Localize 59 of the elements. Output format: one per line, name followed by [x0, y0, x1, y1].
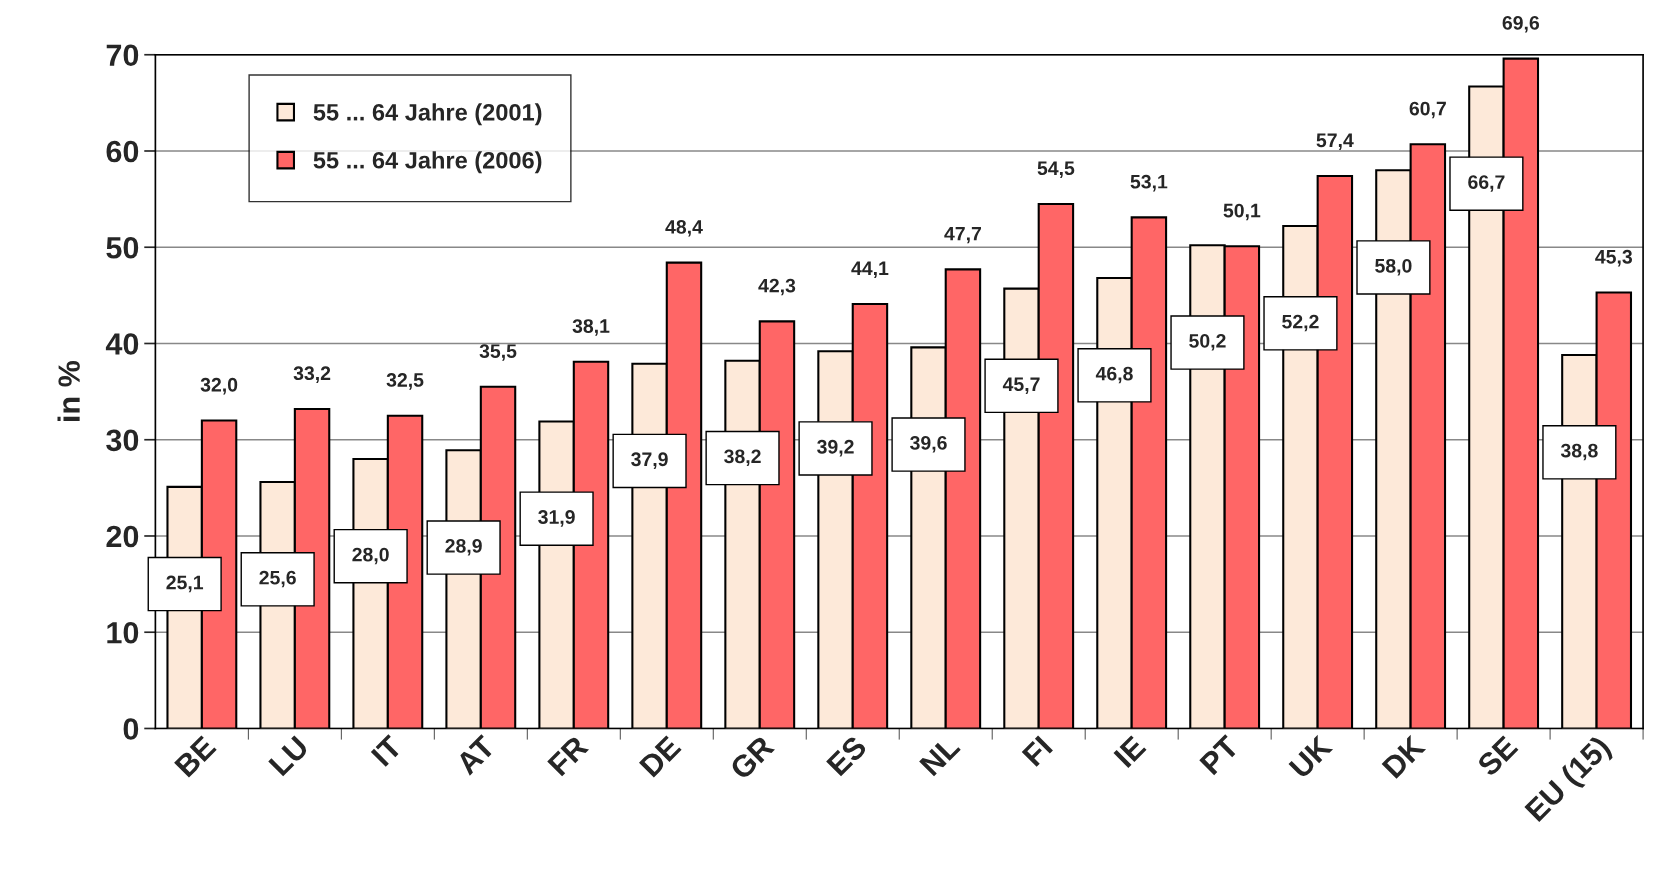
y-axis-title: in %: [57, 361, 80, 421]
x-tick-label: BE: [174, 734, 217, 778]
data-label: 37,9: [631, 452, 668, 469]
data-label: 31,9: [538, 510, 575, 527]
x-tick-label: ES: [825, 734, 868, 777]
data-label: 45,7: [1002, 377, 1040, 394]
data-label: 50,1: [1223, 203, 1261, 221]
x-tick-label: FR: [547, 734, 590, 777]
y-tick-label: 20: [106, 525, 139, 548]
data-label: 32,0: [200, 377, 238, 395]
y-tick-label: 70: [106, 44, 139, 67]
x-tick-label: DK: [1381, 734, 1427, 779]
y-tick-label: 10: [107, 621, 139, 644]
y-tick-label: 40: [105, 333, 139, 355]
data-label: 42,3: [758, 278, 796, 296]
data-label: 38,1: [572, 319, 610, 336]
data-label: 39,2: [817, 439, 854, 457]
x-tick-label: IE: [1113, 734, 1147, 768]
data-label: 52,2: [1282, 314, 1319, 332]
data-label: 33,2: [293, 366, 331, 383]
data-label: 39,6: [910, 436, 947, 453]
data-label: 69,6: [1502, 15, 1540, 33]
data-label: 38,8: [1560, 443, 1598, 461]
data-label: 57,4: [1316, 133, 1354, 150]
data-label: 58,0: [1375, 258, 1412, 276]
data-label: 35,5: [479, 344, 517, 361]
data-label: 46,8: [1095, 366, 1133, 384]
data-label: 28,0: [352, 547, 389, 565]
data-label: 60,7: [1409, 101, 1446, 119]
legend-label: 55 ... 64 Jahre (2006): [313, 151, 542, 174]
x-tick-label: PT: [1199, 734, 1241, 776]
x-tick-label: EU (15): [1523, 734, 1616, 827]
data-label: 44,1: [851, 261, 889, 278]
data-label: 48,4: [665, 220, 703, 237]
data-label: 54,5: [1037, 161, 1075, 178]
x-tick-label: GR: [728, 734, 776, 781]
x-tick-label: NL: [919, 734, 961, 777]
data-label: 45,3: [1595, 249, 1633, 267]
data-label: 66,7: [1468, 175, 1505, 192]
x-tick-label: IT: [370, 734, 404, 767]
x-tick-label: FI: [1021, 735, 1053, 767]
data-label: 47,7: [944, 226, 981, 244]
data-label: 53,1: [1130, 174, 1168, 192]
x-tick-label: AT: [454, 734, 497, 776]
x-tick-label: SE: [1475, 734, 1519, 778]
y-tick-label: 0: [123, 718, 139, 740]
data-label: 50,2: [1189, 333, 1226, 351]
y-tick-label: 60: [106, 140, 139, 163]
data-label: 28,9: [445, 538, 482, 556]
y-tick-label: 30: [106, 429, 139, 452]
x-tick-label: UK: [1288, 734, 1334, 780]
x-tick-label: DE: [639, 734, 682, 778]
data-label: 32,5: [386, 373, 424, 390]
y-tick-label: 50: [106, 236, 139, 259]
x-tick-label: LU: [268, 735, 310, 777]
data-label: 25,6: [259, 570, 296, 588]
legend-label: 55 ... 64 Jahre (2001): [313, 103, 542, 126]
data-label: 25,1: [166, 575, 204, 593]
data-label: 38,2: [724, 449, 761, 467]
